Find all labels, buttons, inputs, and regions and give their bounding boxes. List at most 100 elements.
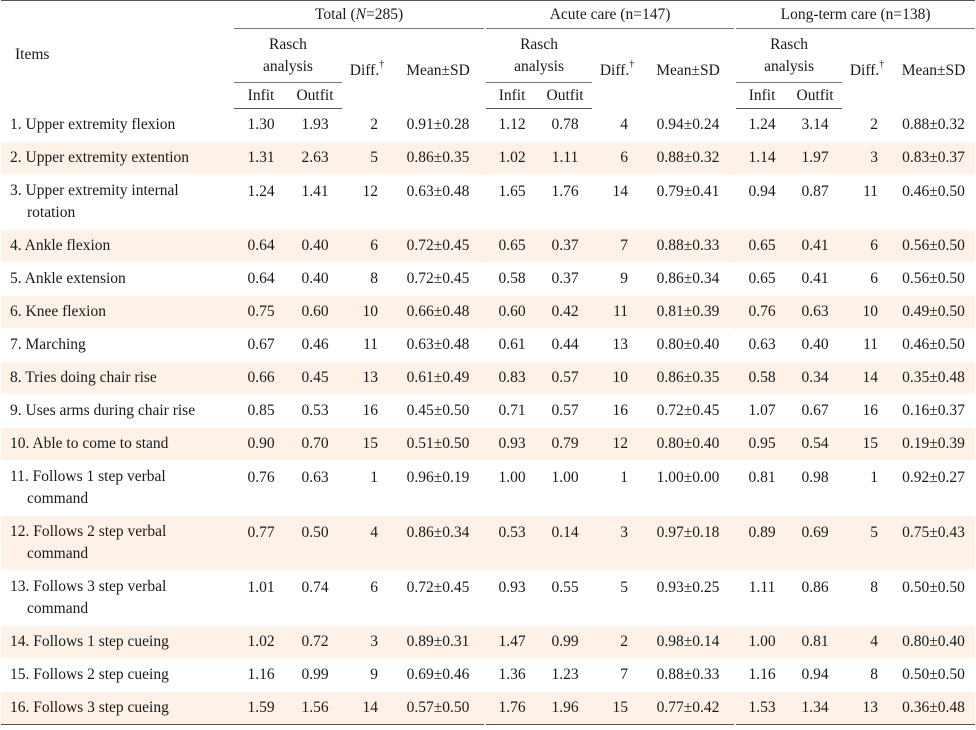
outfit-cell-long-term: 0.67 — [788, 394, 843, 428]
mean-sd-cell-total: 0.72±0.45 — [392, 570, 485, 626]
mean-sd-cell-acute: 0.88±0.33 — [642, 658, 735, 692]
outfit-header-acute: Outfit — [538, 82, 593, 109]
diff-cell-total: 6 — [342, 570, 392, 626]
infit-cell-long-term: 0.65 — [736, 262, 789, 296]
diff-header-total: Diff.† — [342, 28, 392, 109]
infit-cell-long-term: 0.89 — [736, 515, 789, 571]
mean-sd-cell-acute: 0.77±0.42 — [642, 691, 735, 725]
outfit-cell-total: 1.41 — [288, 174, 342, 230]
mean-sd-cell-acute: 0.86±0.34 — [642, 262, 735, 296]
diff-cell-long-term: 11 — [842, 328, 893, 362]
infit-cell-long-term: 0.95 — [736, 427, 789, 461]
mean-sd-cell-long-term: 0.19±0.39 — [892, 427, 976, 461]
outfit-cell-long-term: 0.41 — [788, 262, 843, 296]
infit-header-long-term: Infit — [736, 82, 789, 109]
infit-cell-long-term: 1.07 — [736, 394, 789, 428]
diff-cell-long-term: 8 — [842, 570, 893, 626]
outfit-cell-total: 0.53 — [288, 394, 342, 428]
infit-cell-acute: 0.65 — [486, 229, 539, 263]
table-row: 11. Follows 1 step verbal command 0.76 0.63… — [1, 460, 976, 516]
mean-sd-cell-acute: 0.72±0.45 — [642, 394, 735, 428]
infit-cell-total: 0.76 — [234, 460, 288, 516]
table-row: 2. Upper extremity extention 1.31 2.63 5 0.8… — [1, 141, 976, 175]
mean-sd-cell-acute: 0.93±0.25 — [642, 570, 735, 626]
mean-sd-cell-total: 0.91±0.28 — [392, 108, 485, 142]
mean-sd-cell-long-term: 0.46±0.50 — [892, 328, 976, 362]
mean-sd-cell-long-term: 0.56±0.50 — [892, 262, 976, 296]
diff-cell-acute: 2 — [592, 625, 643, 659]
mean-sd-cell-total: 0.72±0.45 — [392, 229, 485, 263]
diff-cell-long-term: 14 — [842, 361, 893, 395]
mean-sd-cell-acute: 0.97±0.18 — [642, 515, 735, 571]
diff-cell-acute: 12 — [592, 427, 643, 461]
infit-cell-total: 0.75 — [234, 295, 288, 329]
outfit-cell-long-term: 0.86 — [788, 570, 843, 626]
diff-cell-acute: 4 — [592, 108, 643, 142]
infit-cell-total: 0.64 — [234, 262, 288, 296]
diff-cell-total: 8 — [342, 262, 392, 296]
infit-cell-long-term: 0.58 — [736, 361, 789, 395]
infit-cell-acute: 1.76 — [486, 691, 539, 725]
outfit-cell-long-term: 0.41 — [788, 229, 843, 263]
diff-cell-long-term: 15 — [842, 427, 893, 461]
outfit-cell-long-term: 0.40 — [788, 328, 843, 362]
outfit-cell-long-term: 0.94 — [788, 658, 843, 692]
rasch-analysis-header-acute: Rasch analysis — [486, 28, 593, 83]
infit-header-total: Infit — [234, 82, 288, 109]
diff-header-long-term: Diff.† — [842, 28, 893, 109]
outfit-cell-total: 0.40 — [288, 262, 342, 296]
diff-cell-acute: 7 — [592, 658, 643, 692]
diff-cell-total: 5 — [342, 141, 392, 175]
diff-cell-acute: 1 — [592, 460, 643, 516]
diff-cell-total: 15 — [342, 427, 392, 461]
infit-cell-total: 0.64 — [234, 229, 288, 263]
outfit-cell-long-term: 1.34 — [788, 691, 843, 725]
infit-cell-total: 1.16 — [234, 658, 288, 692]
diff-cell-long-term: 11 — [842, 174, 893, 230]
infit-cell-acute: 1.47 — [486, 625, 539, 659]
mean-sd-cell-long-term: 0.50±0.50 — [892, 570, 976, 626]
table-row: 4. Ankle flexion 0.64 0.40 6 0.72±0.45 0.65 0.… — [1, 229, 976, 263]
diff-cell-long-term: 13 — [842, 691, 893, 725]
outfit-cell-total: 0.50 — [288, 515, 342, 571]
outfit-cell-long-term: 0.34 — [788, 361, 843, 395]
outfit-cell-acute: 1.76 — [538, 174, 593, 230]
diff-cell-acute: 9 — [592, 262, 643, 296]
diff-cell-long-term: 4 — [842, 625, 893, 659]
outfit-cell-total: 1.93 — [288, 108, 342, 142]
mean-sd-header-total: Mean±SD — [392, 28, 485, 109]
mean-sd-cell-long-term: 0.49±0.50 — [892, 295, 976, 329]
infit-cell-acute: 1.00 — [486, 460, 539, 516]
outfit-cell-acute: 0.37 — [538, 229, 593, 263]
diff-cell-total: 6 — [342, 229, 392, 263]
infit-cell-total: 0.66 — [234, 361, 288, 395]
infit-header-acute: Infit — [486, 82, 539, 109]
mean-sd-cell-total: 0.63±0.48 — [392, 174, 485, 230]
mean-sd-cell-acute: 0.86±0.35 — [642, 361, 735, 395]
mean-sd-cell-long-term: 0.80±0.40 — [892, 625, 976, 659]
table-row: 1. Upper extremity flexion 1.30 1.93 2 0.91±… — [1, 108, 976, 142]
mean-sd-cell-total: 0.61±0.49 — [392, 361, 485, 395]
infit-cell-acute: 1.65 — [486, 174, 539, 230]
diff-cell-total: 9 — [342, 658, 392, 692]
mean-sd-cell-long-term: 0.35±0.48 — [892, 361, 976, 395]
item-label: 1. Upper extremity flexion — [1, 108, 234, 142]
mean-sd-cell-long-term: 0.46±0.50 — [892, 174, 976, 230]
outfit-cell-acute: 0.14 — [538, 515, 593, 571]
mean-sd-header-long-term: Mean±SD — [892, 28, 976, 109]
diff-cell-long-term: 16 — [842, 394, 893, 428]
mean-sd-cell-total: 0.96±0.19 — [392, 460, 485, 516]
table-row: 9. Uses arms during chair rise 0.85 0.53 16… — [1, 394, 976, 428]
outfit-cell-long-term: 0.63 — [788, 295, 843, 329]
mean-sd-header-acute: Mean±SD — [642, 28, 735, 109]
outfit-header-long-term: Outfit — [788, 82, 843, 109]
diff-cell-long-term: 5 — [842, 515, 893, 571]
item-label: 11. Follows 1 step verbal command — [1, 460, 234, 516]
infit-cell-acute: 1.36 — [486, 658, 539, 692]
mean-sd-cell-acute: 0.88±0.32 — [642, 141, 735, 175]
infit-cell-long-term: 0.65 — [736, 229, 789, 263]
outfit-cell-total: 0.60 — [288, 295, 342, 329]
diff-cell-acute: 15 — [592, 691, 643, 725]
infit-cell-total: 0.90 — [234, 427, 288, 461]
